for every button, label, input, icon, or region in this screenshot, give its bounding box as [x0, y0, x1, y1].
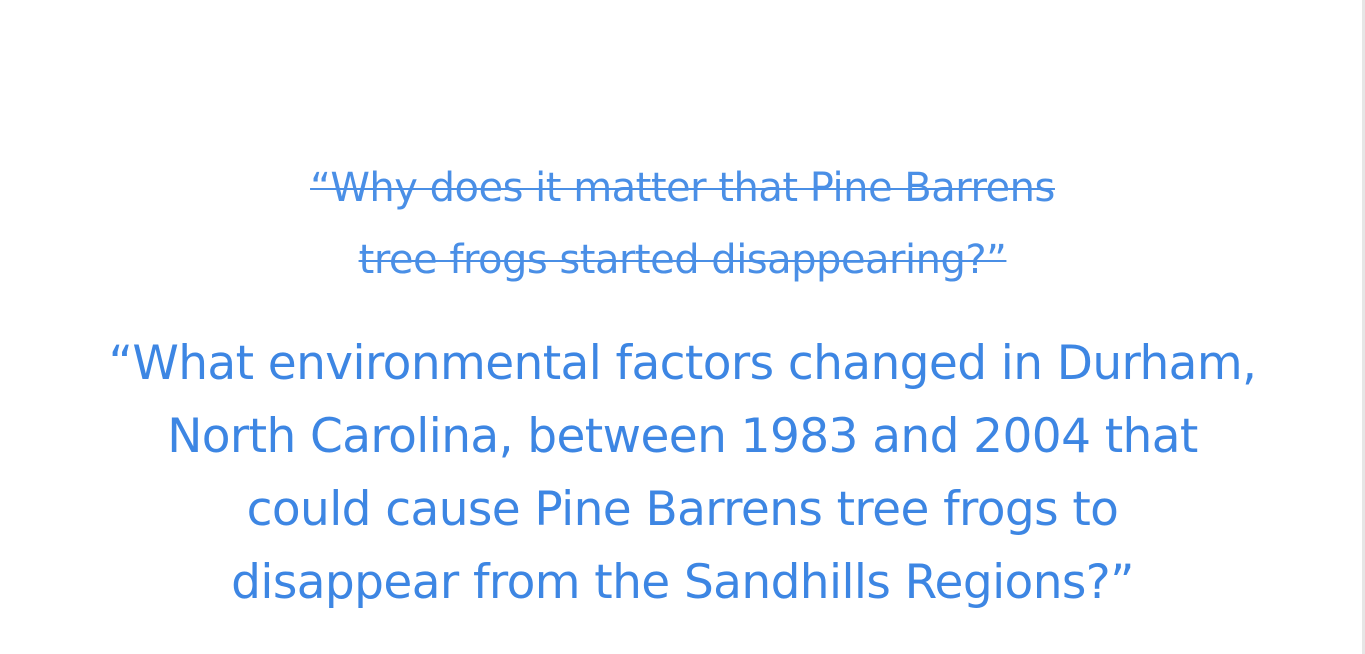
- refined-question-line: could cause Pine Barrens tree frogs to: [246, 482, 1119, 537]
- original-question-line: tree frogs started disappearing?”: [358, 237, 1007, 283]
- refined-question: “What environmental factors changed in D…: [0, 327, 1365, 619]
- original-question-struck-through: “Why does it matter that Pine Barrens tr…: [0, 152, 1365, 296]
- refined-question-line: North Carolina, between 1983 and 2004 th…: [167, 409, 1198, 464]
- refined-question-line: disappear from the Sandhills Regions?”: [231, 555, 1134, 610]
- original-question-line: “Why does it matter that Pine Barrens: [310, 165, 1055, 211]
- refined-question-line: “What environmental factors changed in D…: [108, 336, 1257, 391]
